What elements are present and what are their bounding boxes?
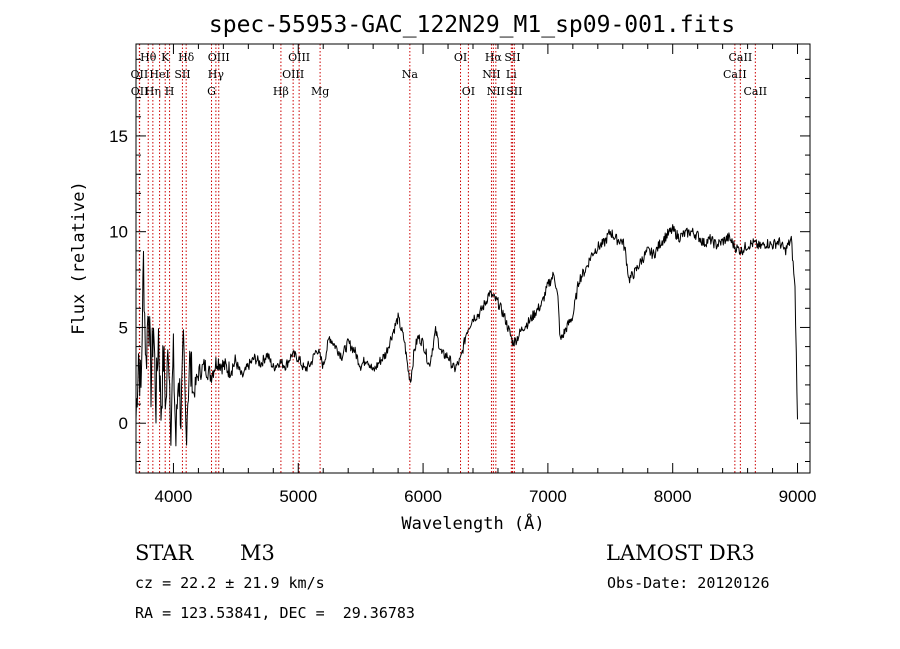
marker-label: H (165, 85, 175, 98)
chart-title: spec-55953-GAC_122N29_M1_sp09-001.fits (209, 12, 735, 38)
redshift-cz: cz = 22.2 ± 21.9 km/s (135, 574, 325, 592)
y-tick-label: 15 (109, 127, 128, 146)
marker-label: OIII (208, 51, 230, 64)
marker-label: Hα (485, 51, 503, 64)
marker-label: SII (504, 51, 520, 64)
spectrum-line (135, 224, 798, 447)
marker-label: OIII (288, 51, 310, 64)
x-tick-label: 4000 (155, 487, 193, 506)
x-tick-label: 6000 (404, 487, 442, 506)
object-class: STAR (135, 541, 194, 565)
marker-label: Mg (311, 85, 329, 98)
marker-label: CaII (729, 51, 753, 64)
marker-label: NII (487, 85, 505, 98)
marker-label: SII (506, 85, 522, 98)
marker-label: Hδ (178, 51, 195, 64)
marker-label: Hθ (140, 51, 157, 64)
x-tick-label: 5000 (279, 487, 317, 506)
plot-frame (135, 43, 811, 474)
x-tick-label: 7000 (529, 487, 567, 506)
marker-label: OI (454, 51, 467, 64)
y-tick-label: 10 (109, 223, 128, 242)
marker-label: Hγ (208, 68, 225, 81)
line-markers: OII OII Hθ Hη HeI K H SII Hδ G Hγ OIII Hβ OIII OIII Mg N… (131, 44, 767, 473)
object-subclass: M3 (240, 541, 275, 565)
marker-label: Na (402, 68, 419, 81)
marker-label: SII (174, 68, 190, 81)
y-tick-label: 0 (119, 414, 128, 433)
y-axis-label: Flux (relative) (69, 181, 89, 335)
marker-label: G (207, 85, 216, 98)
marker-label: CaII (723, 68, 747, 81)
coordinates: RA = 123.53841, DEC = 29.36783 (135, 604, 415, 622)
x-tick-label: 8000 (654, 487, 692, 506)
marker-label: CaII (743, 85, 767, 98)
marker-label: Hβ (273, 85, 289, 98)
marker-label: OII (131, 68, 149, 81)
x-axis-label: Wavelength (Å) (401, 512, 544, 534)
marker-label: OII (131, 85, 149, 98)
marker-label: K (161, 51, 170, 64)
marker-label: OIII (282, 68, 304, 81)
marker-label: Li (506, 68, 517, 81)
marker-label: OI (462, 85, 475, 98)
marker-label: NII (482, 68, 500, 81)
spectrum-series (135, 224, 798, 447)
marker-label: Hη (145, 85, 161, 98)
marker-label: HeI (149, 68, 169, 81)
survey-name: LAMOST DR3 (606, 541, 755, 565)
x-tick-label: 9000 (779, 487, 817, 506)
observation-date: Obs-Date: 20120126 (607, 574, 770, 592)
y-tick-label: 5 (119, 318, 128, 337)
axes: 4000 5000 6000 7000 8000 9000 0 5 10 15 (109, 44, 816, 506)
